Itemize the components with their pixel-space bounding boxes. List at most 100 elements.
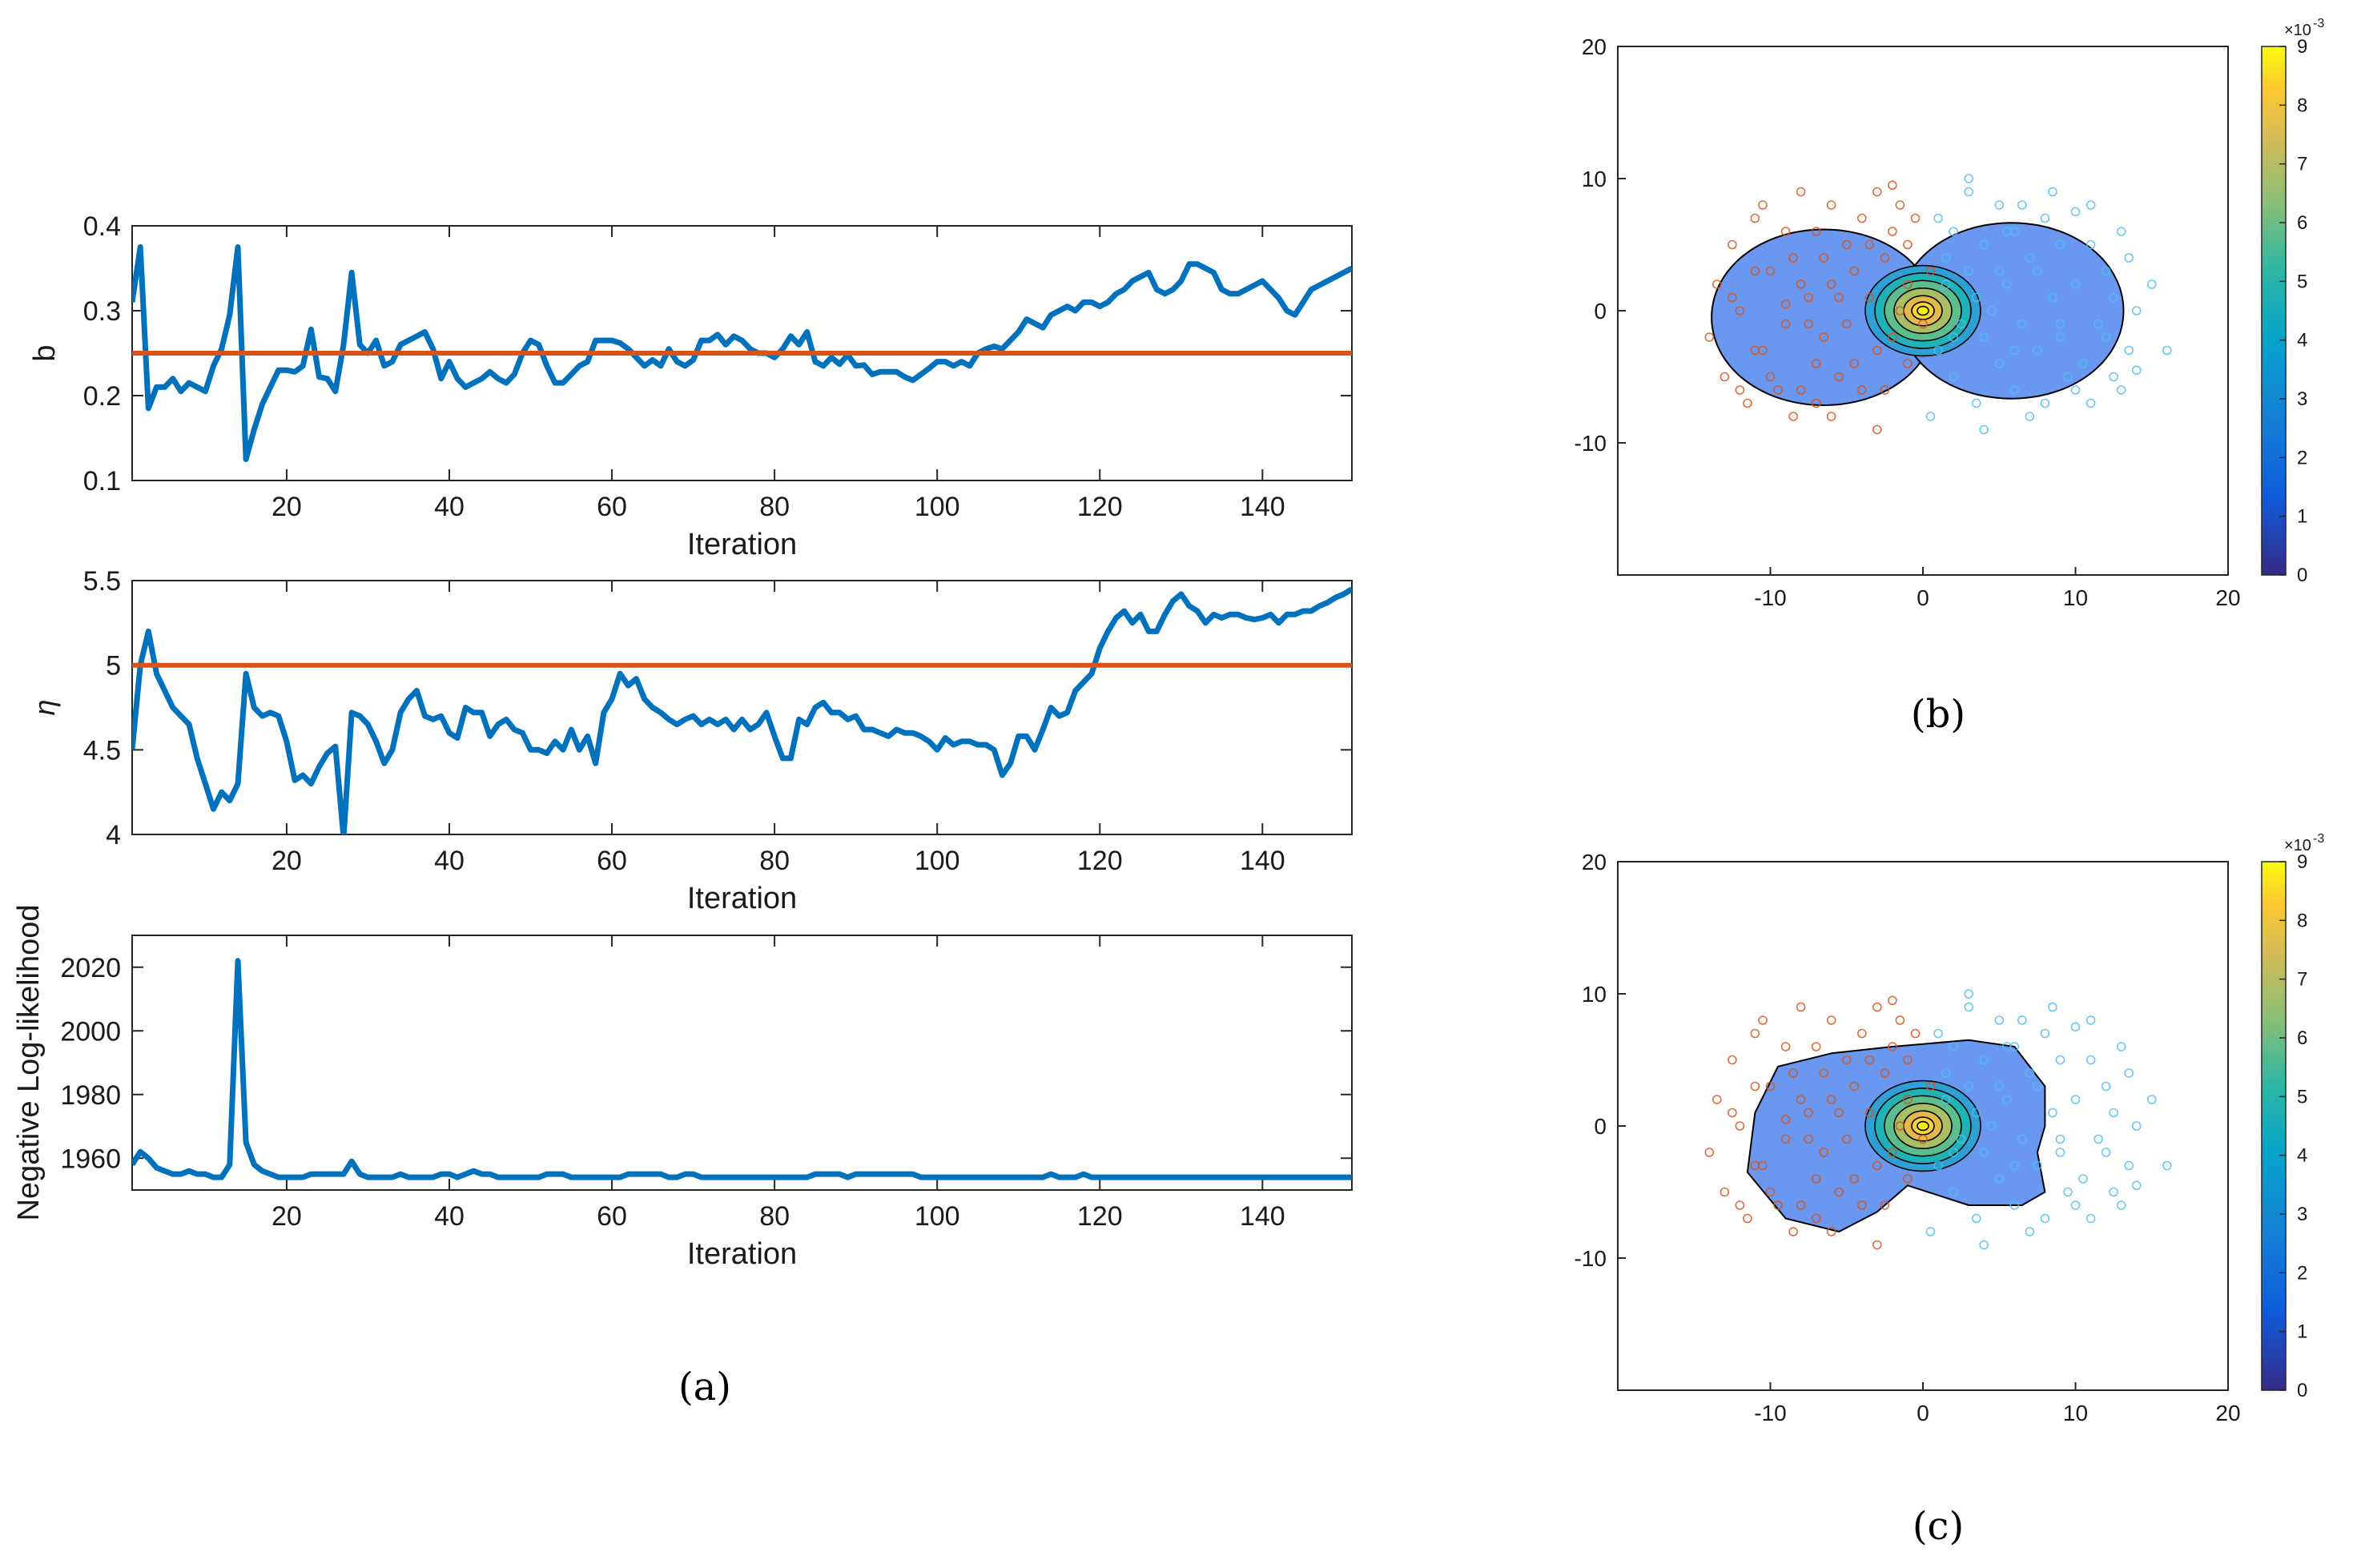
- scatter-point-orange: [1910, 1028, 1921, 1039]
- scatter-point-blue: [1979, 424, 1989, 435]
- scatter-point-orange: [1765, 1187, 1776, 1197]
- scatter-point-blue: [1979, 1148, 1989, 1157]
- scatter-point-blue: [2131, 1180, 2142, 1191]
- scatter-point-blue: [1941, 1068, 1951, 1078]
- scatter-point-orange: [1849, 359, 1860, 368]
- scatter-point-orange: [1849, 266, 1860, 276]
- scatter-point-blue: [1941, 279, 1951, 289]
- scatter-point-orange: [1872, 424, 1882, 435]
- scatter-point-blue: [1979, 1240, 1989, 1250]
- scatter-point-orange: [1720, 1187, 1730, 1197]
- scatter-point-blue: [2025, 1068, 2035, 1078]
- scatter-point-orange: [1903, 239, 1913, 250]
- scatter-point-blue: [1933, 1160, 1943, 1171]
- y-tick-label: 0.4: [83, 211, 121, 242]
- colorbar-tick-label: 5: [2297, 1086, 2307, 1108]
- scatter-point-orange: [1826, 412, 1836, 421]
- colorbar-tick-label: 7: [2297, 154, 2307, 175]
- scatter-point-orange: [1903, 1055, 1913, 1065]
- scatter-point-blue: [2070, 279, 2081, 289]
- y-tick-label: 10: [1582, 982, 1607, 1007]
- colorbar-tick-label: 7: [2297, 969, 2307, 991]
- scatter-point-blue: [2094, 319, 2103, 329]
- scatter-point-orange: [1788, 412, 1798, 421]
- scatter-point-blue: [2025, 253, 2035, 263]
- y-tick-label: 2000: [60, 1016, 121, 1047]
- scatter-point-blue: [2116, 227, 2126, 236]
- line-chart-a-2: 20 40 60 80 100 120 140 4 4.5 5 5.5 Iteration η: [28, 566, 1353, 915]
- label-c: (c): [1913, 1504, 1964, 1549]
- scatter-point-orange: [1750, 213, 1760, 223]
- scatter-point-blue: [2055, 319, 2065, 329]
- scatter-point-blue: [1979, 239, 1989, 250]
- colorbar-tick-label: 1: [2297, 506, 2307, 528]
- scatter-point-orange: [1895, 306, 1905, 316]
- scatter-point-orange: [1903, 279, 1913, 289]
- colorbar-tick-label: 8: [2297, 910, 2307, 931]
- y-tick-label: 0.1: [83, 466, 121, 497]
- scatter-point-blue: [2025, 1227, 2035, 1236]
- scatter-point-blue: [1986, 1121, 1997, 1131]
- scatter-point-blue: [2009, 345, 2020, 356]
- scatter-point-orange: [1864, 1055, 1875, 1065]
- scatter-point-blue: [1994, 266, 2005, 276]
- scatter-point-blue: [2009, 385, 2020, 395]
- scatter-point-blue: [1949, 1148, 1958, 1157]
- scatter-point-orange: [1857, 1200, 1867, 1210]
- scatter-point-blue: [2101, 266, 2111, 276]
- scatter-point-blue: [2048, 187, 2057, 197]
- colorbar-tick-label: 1: [2297, 1321, 2307, 1343]
- scatter-point-orange: [1788, 1068, 1798, 1078]
- series-line-estimate: [132, 586, 1352, 834]
- scatter-point-blue: [2040, 1028, 2050, 1039]
- scatter-point-blue: [1964, 187, 1973, 197]
- scatter-point-orange: [1750, 1160, 1760, 1171]
- x-tick-label: 100: [915, 492, 960, 522]
- scatter-point-blue: [2055, 332, 2065, 342]
- scatter-point-orange: [1804, 319, 1813, 329]
- scatter-point-orange: [1849, 1174, 1860, 1184]
- scatter-point-blue: [1949, 1042, 1958, 1051]
- y-tick-label: -10: [1575, 431, 1607, 456]
- scatter-point-blue: [2055, 239, 2065, 250]
- scatter-point-orange: [1864, 239, 1875, 250]
- colorbar-tick-label: 2: [2297, 1262, 2307, 1284]
- scatter-point-orange: [1888, 227, 1897, 236]
- contour-ring-7: [1917, 305, 1929, 316]
- scatter-point-blue: [2070, 1095, 2081, 1104]
- y-axis-label: b: [28, 344, 62, 361]
- y-tick-label: 0: [1594, 299, 1607, 324]
- scatter-point-orange: [1765, 372, 1776, 382]
- colorbar-tick-label: 0: [2297, 565, 2307, 586]
- y-tick-label: 0.3: [83, 296, 121, 327]
- scatter-point-blue: [2078, 359, 2088, 368]
- scatter-point-orange: [1918, 319, 1928, 329]
- x-tick-label: 20: [272, 492, 302, 522]
- x-tick-label: 100: [915, 846, 960, 876]
- scatter-point-orange: [1888, 1148, 1897, 1157]
- scatter-point-orange: [1857, 1028, 1867, 1039]
- scatter-point-orange: [1872, 1002, 1882, 1012]
- scatter-point-orange: [1826, 1095, 1836, 1104]
- scatter-point-orange: [1704, 332, 1715, 342]
- scatter-point-blue: [1956, 1134, 1966, 1144]
- scatter-point-orange: [1704, 1148, 1715, 1157]
- scatter-point-orange: [1796, 279, 1806, 289]
- colorbar: [2261, 861, 2287, 1391]
- scatter-point-blue: [2033, 266, 2042, 276]
- scatter-point-orange: [1849, 1081, 1860, 1092]
- scatter-point-orange: [1819, 253, 1828, 263]
- label-a: (a): [678, 1365, 731, 1409]
- scatter-point-orange: [1788, 1227, 1798, 1236]
- y-tick-label: 1980: [60, 1080, 121, 1111]
- scatter-point-blue: [1971, 398, 1981, 408]
- scatter-point-orange: [1826, 1015, 1836, 1025]
- x-tick-label: 20: [272, 846, 302, 876]
- scatter-point-orange: [1903, 359, 1913, 368]
- plot-frame: [131, 935, 1353, 1191]
- scatter-point-orange: [1910, 213, 1921, 223]
- x-tick-label: 20: [2215, 585, 2240, 610]
- scatter-point-blue: [1994, 200, 2005, 210]
- scatter-point-orange: [1834, 372, 1844, 382]
- scatter-point-orange: [1888, 332, 1897, 342]
